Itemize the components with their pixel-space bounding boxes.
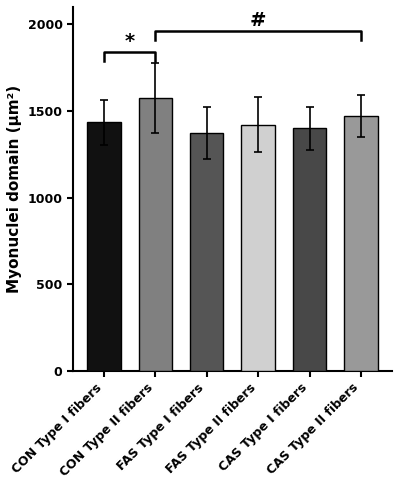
Bar — [190, 133, 223, 371]
Bar — [241, 125, 275, 371]
Bar — [87, 122, 121, 371]
Bar — [293, 128, 326, 371]
Y-axis label: Myonuclei domain (μm²): Myonuclei domain (μm²) — [7, 85, 22, 293]
Bar — [139, 98, 172, 371]
Text: *: * — [125, 32, 135, 51]
Bar — [344, 116, 377, 371]
Text: #: # — [250, 11, 267, 30]
